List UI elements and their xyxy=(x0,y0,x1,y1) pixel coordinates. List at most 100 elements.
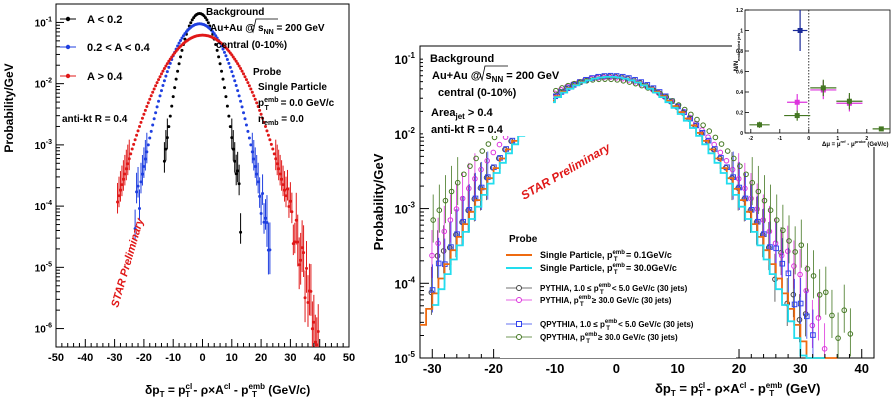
left-y-tick-label: 10-1 xyxy=(35,16,52,29)
left-point xyxy=(167,59,171,63)
inset-x-tick-label: 0 xyxy=(807,136,810,142)
left-point xyxy=(288,199,292,203)
right-data-marks xyxy=(420,72,854,359)
left-point xyxy=(149,129,153,133)
right-point xyxy=(767,207,774,213)
right-point xyxy=(478,166,484,173)
left-point xyxy=(259,112,263,116)
left-x-tick-label: -50 xyxy=(48,352,64,364)
left-x-tick-label: -40 xyxy=(77,352,93,364)
left-point xyxy=(250,150,254,154)
right-point xyxy=(484,158,490,164)
right-x-tick-label: 30 xyxy=(793,361,807,376)
left-point xyxy=(237,64,241,68)
left-point xyxy=(303,296,307,300)
inset-point xyxy=(797,28,803,33)
right-point xyxy=(442,197,449,204)
right-series-1-line xyxy=(432,76,825,359)
left-point xyxy=(214,34,218,38)
left-point xyxy=(297,263,301,267)
inset-y-tick-label: 0.4 xyxy=(736,90,743,96)
inset-y-axis-title: N/Nembedded jets xyxy=(734,32,741,71)
right-point xyxy=(435,240,441,247)
left-point xyxy=(256,180,260,184)
right-point xyxy=(430,217,436,223)
left-x-tick-label: -10 xyxy=(165,352,181,364)
left-point xyxy=(190,18,194,22)
left-point xyxy=(252,94,256,98)
right-legend: Probe Single Particle, pemb T = 0.1GeV/cS… xyxy=(500,228,736,358)
right-algo-label: anti-kt R = 0.4 xyxy=(431,124,504,136)
left-centrality-label: central (0-10%) xyxy=(216,40,287,51)
left-point xyxy=(231,147,235,151)
left-point xyxy=(138,207,142,211)
left-point xyxy=(240,105,244,109)
right-point xyxy=(810,332,816,338)
right-point xyxy=(792,249,798,255)
left-point xyxy=(159,89,163,93)
left-point xyxy=(231,74,235,78)
left-point xyxy=(142,164,146,168)
right-legend-marker-4 xyxy=(516,321,522,327)
left-axes: -50 -40 -30 -20 -10 0 10 20 30 40 50 10-1 10-2 10-3 10… xyxy=(35,3,355,364)
left-point xyxy=(284,194,288,198)
left-point xyxy=(167,125,171,129)
inset-series-0 xyxy=(792,10,808,51)
right-y-tick-label: 10-1 xyxy=(395,51,416,67)
left-point xyxy=(220,69,224,73)
left-point xyxy=(246,129,250,133)
right-point xyxy=(479,148,486,154)
left-point xyxy=(143,157,147,161)
left-point xyxy=(228,125,232,129)
right-point xyxy=(790,291,797,298)
left-point xyxy=(130,147,134,151)
left-point xyxy=(312,320,316,324)
right-point xyxy=(791,263,797,269)
left-point xyxy=(253,97,257,101)
left-point xyxy=(138,125,142,129)
right-point xyxy=(737,163,743,169)
left-point xyxy=(173,86,177,90)
left-point xyxy=(222,50,226,54)
inset-x-axis-title: Δμ = μref - μprobe (GeV/c) xyxy=(822,139,888,148)
left-point xyxy=(143,108,147,112)
right-point xyxy=(779,260,786,267)
right-y-tick-label: 10-5 xyxy=(395,350,416,366)
right-point xyxy=(804,266,811,272)
left-point xyxy=(174,77,178,81)
left-point xyxy=(145,150,149,154)
left-point xyxy=(262,120,266,124)
right-point xyxy=(755,188,762,195)
left-point xyxy=(278,172,282,176)
left-point xyxy=(159,72,163,76)
left-x-tick-label: 10 xyxy=(226,352,238,364)
left-y-tick-label: 10-3 xyxy=(35,139,52,152)
left-point xyxy=(268,138,272,142)
left-point xyxy=(224,95,228,99)
inset-axes: -2 -1 0 1 2 0 0.2 0.4 0.6 0.8 1 1.2 xyxy=(736,8,868,142)
right-point xyxy=(823,289,829,296)
left-point xyxy=(135,190,139,194)
right-legend-label-2: PYTHIA, 1.0 ≤ pemb T < 5.0 GeV/c (30 jets… xyxy=(540,283,688,296)
left-point xyxy=(139,180,143,184)
left-point xyxy=(158,94,162,98)
left-point xyxy=(171,95,175,99)
left-point xyxy=(121,177,125,181)
right-point xyxy=(778,252,785,259)
inset-x-tick-label: 2 xyxy=(865,136,868,142)
left-point xyxy=(253,164,257,168)
right-point xyxy=(718,141,725,147)
right-point xyxy=(760,217,767,223)
right-point xyxy=(803,287,810,294)
left-point xyxy=(224,54,228,58)
left-point xyxy=(161,69,165,73)
left-probe-title: Probe xyxy=(253,67,282,78)
right-point xyxy=(473,155,479,162)
inset-point xyxy=(846,98,852,104)
left-point xyxy=(132,142,136,146)
right-background-title: Background xyxy=(430,53,494,65)
inset-data-marks xyxy=(749,10,890,133)
left-point xyxy=(269,142,273,146)
left-point xyxy=(158,75,162,79)
